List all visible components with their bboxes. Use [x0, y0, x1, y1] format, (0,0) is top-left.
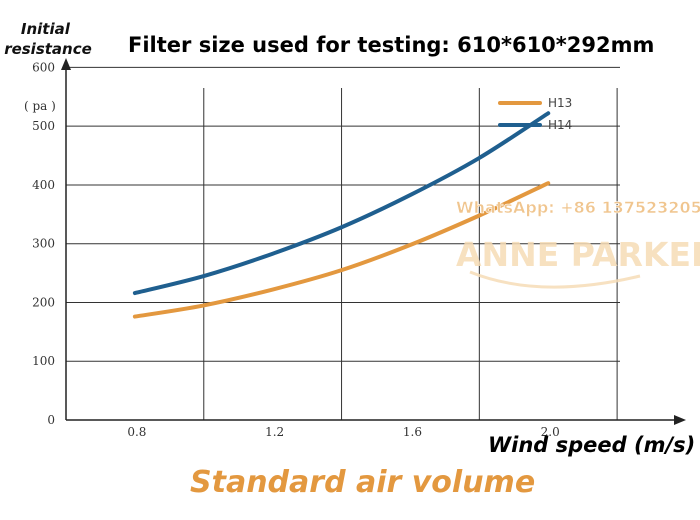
- watermark-swoosh-icon: [469, 270, 641, 289]
- watermark-logo: ANNE PARKER: [456, 235, 700, 289]
- x-axis-title: Wind speed (m/s): [488, 433, 695, 457]
- series-lines: [132, 111, 551, 319]
- x-tick-label: 1.2: [265, 425, 284, 439]
- series-line-h13: [132, 181, 551, 319]
- watermark-brand: ANNE PARKER: [456, 235, 700, 274]
- x-tick-labels: 0.8 1.2 1.6 2.0: [127, 425, 559, 439]
- y-tick-label: 300: [32, 237, 55, 251]
- y-axis-title-line-2: resistance: [4, 40, 92, 58]
- y-tick-label: 0: [47, 413, 55, 427]
- y-tick-labels: 0 100 200 300 400 500 600: [32, 60, 55, 427]
- series-line-h14: [132, 111, 551, 296]
- y-axis-arrow-icon: [61, 58, 71, 70]
- y-axis-title-line-1: Initial: [21, 20, 71, 38]
- y-tick-label: 600: [32, 60, 55, 74]
- y-tick-label: 200: [32, 295, 55, 309]
- legend: H13 H14: [498, 96, 572, 132]
- x-tick-label: 1.6: [403, 425, 422, 439]
- y-axis-unit: ( pa ): [24, 99, 56, 113]
- y-axis-title: Initial resistance: [4, 20, 92, 58]
- y-tick-label: 500: [32, 119, 55, 133]
- x-tick-label: 0.8: [127, 425, 146, 439]
- legend-label-h13: H13: [548, 96, 572, 110]
- watermark-contact: WhatsApp: +86 13752320560: [456, 198, 700, 217]
- y-tick-label: 400: [32, 178, 55, 192]
- chart-caption: Standard air volume: [190, 465, 535, 500]
- chart-title: Filter size used for testing: 610*610*29…: [128, 33, 654, 57]
- y-tick-label: 100: [32, 354, 55, 368]
- x-axis-arrow-icon: [674, 415, 686, 425]
- legend-label-h14: H14: [548, 118, 572, 132]
- x-tick-label: 2.0: [541, 425, 560, 439]
